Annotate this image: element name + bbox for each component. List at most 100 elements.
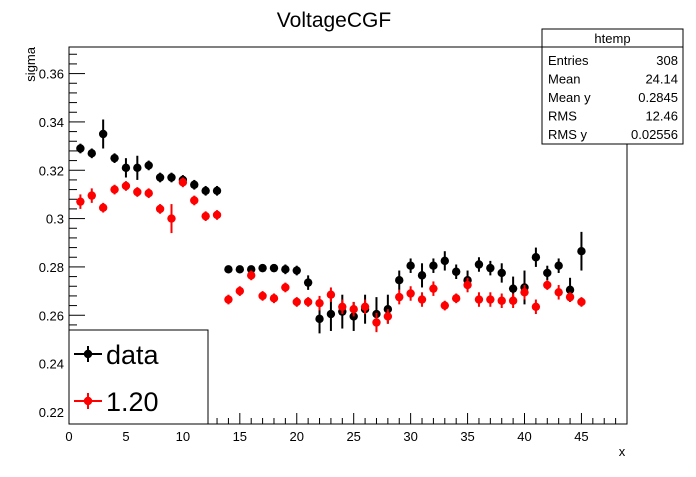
- data-point: [451, 294, 461, 303]
- data-point: [486, 263, 495, 273]
- data-point: [258, 263, 267, 273]
- data-point: [178, 178, 188, 187]
- data-point: [76, 197, 85, 206]
- data-point: [383, 305, 393, 314]
- data-point: [87, 149, 96, 158]
- data-point: [406, 289, 415, 298]
- y-tick-label: 0.3: [46, 212, 64, 227]
- stats-value: 308: [656, 53, 678, 68]
- data-point: [531, 302, 541, 311]
- data-point: [486, 295, 495, 304]
- x-tick-label: 10: [176, 429, 190, 444]
- data-point: [383, 312, 393, 321]
- data-point: [497, 268, 506, 278]
- y-tick-label: 0.28: [39, 260, 64, 275]
- data-point: [543, 280, 552, 290]
- data-point: [247, 271, 256, 280]
- data-point: [338, 302, 347, 311]
- stats-box-frame: [541, 28, 684, 145]
- x-tick-label: 35: [460, 429, 474, 444]
- data-point: [144, 161, 153, 170]
- x-tick-label: 40: [517, 429, 531, 444]
- data-point: [224, 295, 233, 304]
- data-point: [303, 278, 313, 287]
- data-point: [315, 314, 324, 324]
- x-tick-label: 25: [346, 429, 360, 444]
- data-point: [292, 297, 301, 307]
- data-point: [303, 297, 313, 307]
- series-1-20: [76, 177, 586, 333]
- y-tick-label: 0.24: [39, 357, 64, 372]
- data-point: [269, 263, 279, 273]
- data-point: [474, 295, 484, 304]
- y-axis-label: sigma: [23, 46, 38, 81]
- tick-labels: 0 5 10 15 20 25 30 35 40 45 0.22 0.24 0.26 0.28 0.3 0.3…: [39, 67, 589, 444]
- data-point: [577, 297, 586, 307]
- data-point: [155, 173, 165, 182]
- data-point: [554, 288, 563, 297]
- data-point: [190, 196, 199, 205]
- stats-value: 24.14: [645, 72, 678, 87]
- data-point: [235, 286, 245, 296]
- y-tick-label: 0.36: [39, 67, 64, 82]
- data-point: [554, 261, 563, 270]
- legend-entries: data 1.20: [74, 340, 160, 417]
- x-axis-label: x: [619, 444, 626, 459]
- data-point: [247, 265, 256, 274]
- y-tick-label: 0.34: [39, 115, 64, 130]
- data-point: [110, 153, 119, 163]
- x-tick-label: 20: [290, 429, 304, 444]
- data-point: [224, 265, 233, 274]
- data-point: [190, 180, 199, 189]
- data-point: [577, 247, 586, 256]
- data-point: [463, 280, 472, 290]
- legend-marker: [83, 349, 93, 359]
- data-point: [395, 292, 404, 302]
- data-point: [429, 261, 438, 270]
- data-point: [292, 266, 301, 275]
- data-point: [565, 292, 575, 302]
- data-point: [98, 203, 108, 212]
- data-point: [133, 187, 142, 197]
- data-point: [76, 144, 85, 153]
- data-point: [212, 186, 222, 195]
- stats-rows: Entries 308 Mean 24.14 Mean y 0.2845 RMS 12.46 R…: [548, 53, 678, 142]
- stats-value: 0.02556: [631, 127, 678, 142]
- y-tick-label: 0.22: [39, 405, 64, 420]
- x-tick-label: 0: [65, 429, 72, 444]
- plot-frame: [68, 46, 628, 425]
- data-point: [133, 163, 142, 173]
- data-point: [417, 295, 427, 304]
- y-tick-label: 0.26: [39, 308, 64, 323]
- data-point: [212, 210, 222, 220]
- data-point: [543, 268, 552, 278]
- data-point: [406, 261, 415, 270]
- data-point: [281, 265, 290, 274]
- chart-title: VoltageCGF: [277, 9, 391, 32]
- data-point: [258, 291, 267, 301]
- data-point: [167, 173, 176, 182]
- data-point: [520, 288, 529, 297]
- data-point: [349, 305, 358, 314]
- stats-box: htemp Entries 308 Mean 24.14 Mean y 0.2845 RMS…: [541, 28, 684, 145]
- data-point: [372, 318, 381, 327]
- series-layer: [76, 119, 586, 334]
- x-tick-label: 15: [233, 429, 247, 444]
- stats-box-title: htemp: [594, 31, 630, 46]
- data-point: [395, 276, 404, 285]
- stats-value: 12.46: [645, 109, 678, 124]
- data-point: [315, 298, 324, 308]
- legend-marker: [83, 396, 93, 406]
- data-point: [201, 186, 210, 195]
- data-point: [417, 271, 427, 280]
- x-tick-label: 30: [403, 429, 417, 444]
- data-point: [474, 260, 484, 269]
- x-tick-label: 45: [574, 429, 588, 444]
- data-point: [326, 309, 336, 319]
- data-point: [235, 265, 245, 274]
- data-point: [144, 189, 153, 198]
- legend-label: data: [106, 340, 160, 370]
- data-point: [531, 253, 541, 262]
